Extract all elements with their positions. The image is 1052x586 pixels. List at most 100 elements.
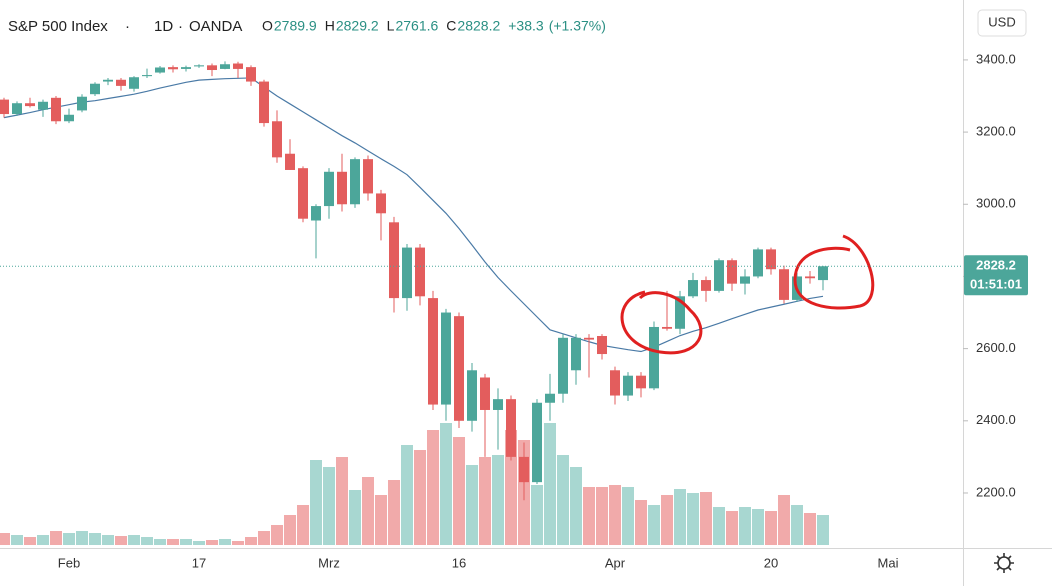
candle-body	[363, 159, 373, 194]
candle-body	[194, 65, 204, 67]
volume-bar	[193, 541, 205, 545]
volume-bar	[635, 500, 647, 545]
candle-body	[701, 280, 711, 291]
candle-body	[337, 171, 347, 205]
candle-body	[506, 399, 516, 457]
ohlc-prefix: H	[325, 18, 335, 34]
volume-bar	[349, 490, 361, 545]
candle-body	[77, 96, 87, 111]
ohlc-value: 2829.2	[336, 18, 379, 34]
header: S&P 500 Index · 1D OANDA	[8, 18, 242, 35]
settings-icon[interactable]	[994, 553, 1014, 573]
candle-body	[376, 193, 386, 214]
candle-body	[168, 67, 178, 70]
volume-bar	[648, 505, 660, 545]
candle-body	[129, 77, 139, 89]
volume-bar	[89, 533, 101, 545]
volume-bar	[37, 535, 49, 545]
volume-bar	[115, 536, 127, 545]
volume-bar	[739, 507, 751, 545]
candle-body	[207, 65, 217, 71]
last-price-box	[964, 255, 1028, 296]
candle-body	[493, 399, 503, 410]
candle-body	[649, 326, 659, 389]
y-tick-label: 3400.0	[976, 51, 1016, 66]
ohlc-value: 2828.2	[457, 18, 500, 34]
volume-bar	[661, 495, 673, 545]
candle-body	[233, 63, 243, 69]
candle-body	[584, 337, 594, 340]
volume-bar	[583, 487, 595, 545]
dot: ·	[125, 18, 130, 35]
x-tick-label: Apr	[605, 555, 626, 570]
volume-bar	[336, 457, 348, 545]
candle-body	[428, 298, 438, 405]
volume-bar	[401, 445, 413, 545]
volume-bar	[180, 539, 192, 545]
ohlc-prefix: C	[446, 18, 456, 34]
currency[interactable]: USD	[988, 14, 1015, 29]
volume-bar	[596, 487, 608, 545]
volume-bar	[388, 480, 400, 545]
candle-body	[623, 375, 633, 396]
volume-bar	[765, 511, 777, 545]
x-tick-label: 16	[452, 555, 466, 570]
candle-body	[389, 222, 399, 299]
candle-body	[545, 393, 555, 403]
volume-bar	[440, 423, 452, 545]
y-tick-label: 3000.0	[976, 196, 1016, 211]
volume-bar	[531, 485, 543, 545]
volume-bar	[453, 437, 465, 545]
candle-body	[246, 67, 256, 82]
x-tick-label: Mrz	[318, 555, 340, 570]
candle-body	[441, 312, 451, 405]
volume-bar	[271, 525, 283, 545]
volume-bar	[791, 505, 803, 545]
volume-bar	[622, 487, 634, 545]
annotation-circle	[793, 234, 875, 310]
candle-body	[311, 206, 321, 221]
volume-bar	[466, 465, 478, 545]
candle-body	[402, 247, 412, 299]
candle-body	[519, 456, 529, 483]
volume-bar	[297, 505, 309, 545]
candle-body	[272, 121, 282, 158]
volume-bar	[167, 539, 179, 545]
volume-bar	[674, 489, 686, 545]
candle-body	[38, 101, 48, 110]
candle-body	[740, 276, 750, 284]
candle-body	[0, 99, 9, 115]
volume-bar	[479, 457, 491, 545]
volume-bar	[817, 515, 829, 545]
currency-box[interactable]	[977, 9, 1027, 37]
candle-body	[324, 171, 334, 207]
candle-body	[610, 370, 620, 396]
volume-bar	[219, 539, 231, 545]
volume-bar	[726, 511, 738, 545]
candle-body	[532, 402, 542, 483]
candle-body	[675, 296, 685, 329]
volume-bar	[700, 492, 712, 545]
volume-bar	[141, 537, 153, 545]
candle-body	[142, 75, 152, 77]
volume-bar	[310, 460, 322, 545]
volume-bar	[804, 513, 816, 545]
gear-teeth[interactable]	[994, 553, 1014, 573]
y-tick-label: 2400.0	[976, 412, 1016, 427]
volume-bar	[284, 515, 296, 545]
candle-body	[220, 64, 230, 69]
title: S&P 500 Index	[8, 18, 108, 35]
volume-bar	[544, 423, 556, 545]
interval: 1D	[154, 18, 173, 35]
y-tick-label: 3200.0	[976, 124, 1016, 139]
ohlc-value: 2761.6	[395, 18, 438, 34]
countdown: 01:51:01	[970, 277, 1022, 292]
candle-body	[415, 247, 425, 297]
candle-body	[805, 276, 815, 279]
annotation-circle	[620, 290, 703, 355]
volume-bar	[414, 450, 426, 545]
candle-body	[714, 260, 724, 291]
ohlc-prefix: L	[387, 18, 395, 34]
volume-bar	[50, 531, 62, 545]
candle-body	[558, 337, 568, 394]
